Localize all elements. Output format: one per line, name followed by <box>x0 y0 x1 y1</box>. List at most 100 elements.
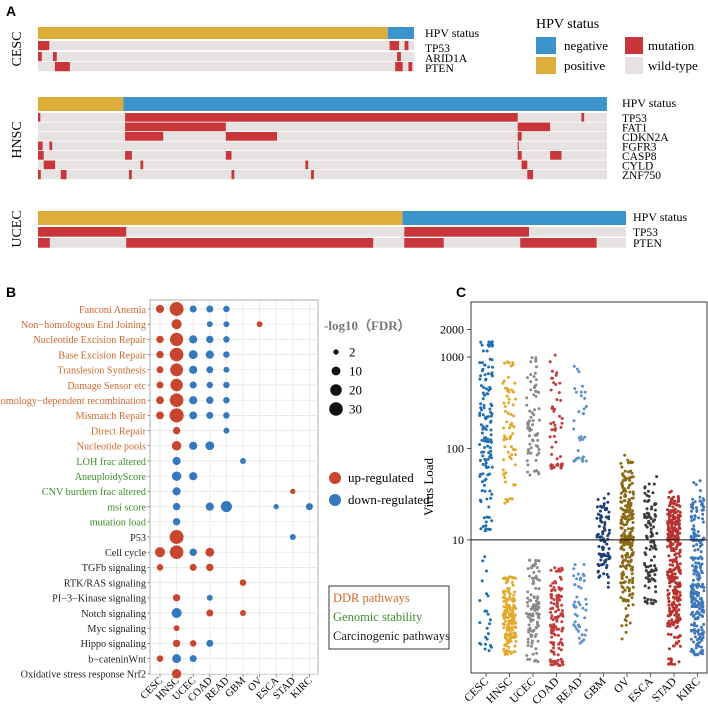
virus-load-point <box>649 558 653 562</box>
virus-load-point <box>692 569 696 572</box>
virus-load-point <box>478 474 482 478</box>
virus-load-point <box>556 653 560 657</box>
virus-load-point <box>507 361 511 365</box>
virus-load-point <box>485 592 488 596</box>
virus-load-point <box>555 457 559 461</box>
virus-load-point <box>527 628 531 632</box>
virus-load-point <box>489 433 493 437</box>
virus-load-point <box>628 531 632 535</box>
virus-load-point <box>654 568 658 572</box>
virus-load-point <box>507 627 511 630</box>
virus-load-point <box>513 590 517 594</box>
virus-load-point <box>534 586 538 590</box>
virus-load-point <box>651 602 655 606</box>
virus-load-point <box>513 650 517 654</box>
virus-load-point <box>668 609 672 613</box>
virus-load-point <box>666 524 670 528</box>
virus-load-point <box>668 563 672 567</box>
virus-load-point <box>626 470 630 474</box>
virus-load-point <box>643 485 647 489</box>
virus-load-point <box>648 574 652 578</box>
virus-load-point <box>691 556 695 560</box>
bubble-point <box>156 335 164 344</box>
virus-load-point <box>630 529 634 533</box>
bubble-point <box>169 393 184 408</box>
virus-load-point <box>623 453 627 457</box>
pathway-label: Fanconi Anemia <box>79 305 147 316</box>
virus-load-point <box>525 403 529 407</box>
virus-load-point <box>650 577 654 581</box>
virus-load-point <box>583 616 587 620</box>
virus-load-point <box>624 619 628 623</box>
mutation-cell <box>38 170 41 180</box>
virus-load-point <box>488 385 492 389</box>
virus-load-point <box>485 387 488 391</box>
virus-load-point <box>560 603 564 607</box>
virus-load-point <box>482 516 486 520</box>
mutation-cell <box>38 238 50 248</box>
virus-load-point <box>529 380 533 384</box>
bubble-point <box>169 408 184 423</box>
virus-load-point <box>701 604 705 608</box>
legend-text-negative: negative <box>564 38 608 53</box>
virus-load-point <box>631 551 635 554</box>
virus-load-point <box>671 579 675 583</box>
virus-load-point <box>701 636 705 639</box>
virus-load-point <box>573 600 577 604</box>
bubble-point <box>172 639 181 648</box>
virus-load-point <box>484 520 488 524</box>
virus-load-point <box>504 471 508 475</box>
virus-load-point <box>700 638 704 642</box>
virus-load-point <box>575 367 579 371</box>
virus-load-point <box>654 590 658 594</box>
virus-load-point <box>632 492 635 496</box>
virus-load-point <box>630 568 634 572</box>
virus-load-point <box>504 612 508 616</box>
virus-load-point <box>514 625 518 629</box>
virus-load-point <box>672 644 676 648</box>
virus-load-point <box>508 629 512 633</box>
virus-load-point <box>666 588 670 592</box>
virus-load-point <box>575 627 579 631</box>
bubble-point <box>156 381 164 389</box>
virus-load-point <box>559 637 563 641</box>
bubble-point <box>206 563 214 572</box>
virus-load-point <box>479 423 483 427</box>
virus-load-point <box>504 480 507 484</box>
virus-load-point <box>700 502 704 505</box>
bubble-point <box>171 441 182 451</box>
virus-load-point <box>526 426 530 430</box>
gene-label-ucec-tp53: TP53 <box>633 227 658 239</box>
virus-load-point <box>486 392 490 396</box>
virus-load-point <box>630 548 634 552</box>
virus-load-point <box>573 583 577 587</box>
virus-load-point <box>584 459 588 463</box>
virus-load-point <box>482 483 486 487</box>
virus-load-point <box>695 599 699 603</box>
virus-load-point <box>549 660 553 664</box>
virus-load-point <box>551 464 554 467</box>
virus-load-point <box>483 478 487 482</box>
virus-load-point <box>670 509 674 513</box>
virus-load-point <box>605 542 609 546</box>
virus-load-point <box>693 548 697 552</box>
virus-load-point <box>674 641 678 645</box>
virus-load-point <box>678 590 682 594</box>
mutation-grid-hnsc <box>38 113 607 180</box>
virus-load-point <box>549 601 553 605</box>
wildtype-row <box>38 227 626 237</box>
bubble-point <box>220 501 232 513</box>
size-legend-dot <box>333 349 339 355</box>
virus-load-point <box>485 349 489 353</box>
virus-load-point <box>578 578 582 582</box>
virus-load-point <box>532 375 536 379</box>
virus-load-point <box>603 554 607 558</box>
virus-load-point <box>670 523 674 526</box>
virus-load-point <box>488 622 492 626</box>
bubble-point <box>172 502 181 511</box>
virus-load-point <box>670 662 674 666</box>
virus-load-point <box>531 438 534 442</box>
virus-load-point <box>573 620 577 624</box>
virus-load-point <box>602 496 606 500</box>
virus-load-point <box>554 581 558 585</box>
